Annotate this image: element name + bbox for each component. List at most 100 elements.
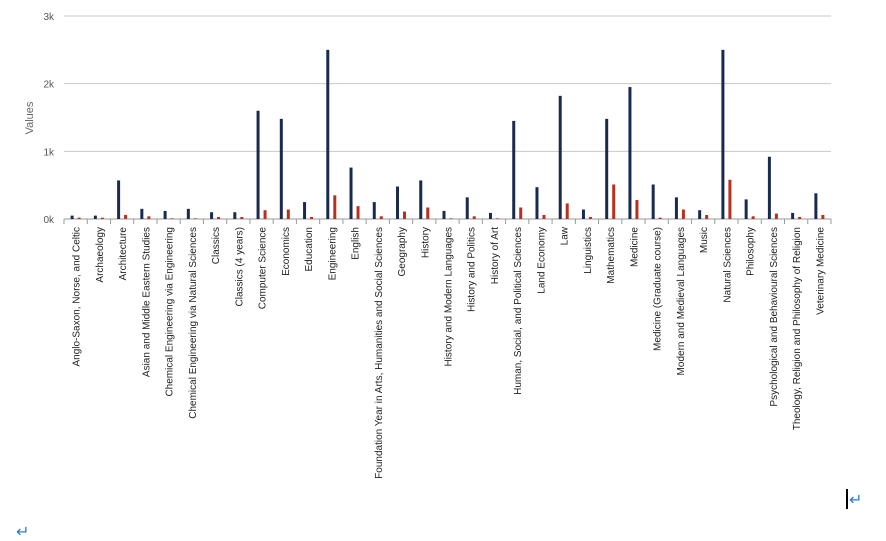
x-category-label: Human, Social, and Political Sciences xyxy=(513,227,524,395)
bar-series-1 xyxy=(651,184,655,219)
bar-series-2 xyxy=(170,218,174,219)
bar-series-2 xyxy=(310,216,314,219)
bar-series-1 xyxy=(605,118,609,219)
bar-series-2 xyxy=(193,218,197,219)
bar-series-1 xyxy=(372,202,376,219)
bar-series-1 xyxy=(70,215,74,219)
x-category-label: Archaeology xyxy=(95,227,106,283)
bars xyxy=(70,49,825,220)
bar-series-2 xyxy=(728,179,732,219)
bar-series-2 xyxy=(77,217,81,219)
bar-series-1 xyxy=(488,212,492,219)
bar-series-2 xyxy=(356,206,360,219)
bar-series-2 xyxy=(519,207,523,219)
bar-series-2 xyxy=(379,216,383,219)
bar-series-1 xyxy=(767,156,771,219)
x-category-label: Natural Sciences xyxy=(722,227,733,303)
bar-series-1 xyxy=(581,209,585,219)
x-category-label: Chemical Engineering via Natural Science… xyxy=(188,227,199,419)
x-category-label: History xyxy=(420,227,431,258)
y-tick-label: 2k xyxy=(43,80,55,91)
bar-series-2 xyxy=(217,216,221,219)
bar-series-1 xyxy=(419,180,423,219)
bar-series-2 xyxy=(565,203,569,219)
bar-series-1 xyxy=(814,193,818,219)
bar-series-1 xyxy=(163,210,167,219)
bar-series-2 xyxy=(403,211,407,219)
paragraph-mark-icon-left: ↵ xyxy=(16,522,30,541)
bar-series-2 xyxy=(286,209,290,219)
bar-series-2 xyxy=(612,184,616,219)
bar-series-2 xyxy=(588,216,592,219)
bar-series-2 xyxy=(798,216,802,219)
x-category-label: History and Politics xyxy=(467,227,478,312)
x-category-label: Classics xyxy=(211,227,222,264)
bar-series-1 xyxy=(349,167,353,219)
bar-series-2 xyxy=(124,214,128,219)
x-category-label: Theology, Religion and Philosophy of Rel… xyxy=(792,227,803,430)
x-category-label: Psychological and Behavioural Sciences xyxy=(769,227,780,407)
x-category-label: Anglo-Saxon, Norse, and Celtic xyxy=(72,227,83,367)
x-category-label: History of Art xyxy=(490,227,501,284)
bar-series-2 xyxy=(681,209,685,219)
x-category-label: Veterinary Medicine xyxy=(815,227,826,315)
bar-series-1 xyxy=(210,212,214,219)
bar-series-1 xyxy=(791,212,795,219)
bar-series-2 xyxy=(495,218,499,219)
x-category-label: Music xyxy=(699,227,710,253)
bar-series-1 xyxy=(256,110,260,219)
x-category-label: Chemical Engineering via Engineering xyxy=(165,227,176,397)
bar-series-2 xyxy=(821,214,825,219)
bar-series-1 xyxy=(721,49,725,220)
bar-series-2 xyxy=(263,210,267,219)
x-category-label: Philosophy xyxy=(746,227,757,276)
bar-series-2 xyxy=(147,216,151,219)
x-category-label: Economics xyxy=(281,227,292,276)
bar-series-2 xyxy=(774,213,778,219)
bar-series-1 xyxy=(117,180,121,219)
bar-series-1 xyxy=(140,208,144,219)
bar-series-2 xyxy=(542,214,546,219)
bar-series-1 xyxy=(558,95,562,219)
x-category-label: Architecture xyxy=(118,227,129,281)
y-tick-label: 1k xyxy=(43,147,55,158)
y-axis-tick-labels: 0k 1k 2k 3k xyxy=(43,12,55,226)
x-category-label: Land Economy xyxy=(536,227,547,294)
bar-series-1 xyxy=(628,87,632,219)
bar-series-2 xyxy=(751,216,755,219)
bar-series-2 xyxy=(658,217,662,219)
bar-series-1 xyxy=(186,208,190,219)
x-category-label: Asian and Middle Eastern Studies xyxy=(141,227,152,377)
bar-series-1 xyxy=(303,202,307,219)
bar-series-1 xyxy=(465,197,469,219)
bar-series-1 xyxy=(326,49,330,220)
y-tick-label: 3k xyxy=(43,12,55,23)
bar-series-2 xyxy=(449,218,453,219)
bar-series-1 xyxy=(279,118,283,219)
x-category-label: Classics (4 years) xyxy=(234,227,245,306)
bar-series-2 xyxy=(426,207,430,219)
bar-series-1 xyxy=(744,199,748,219)
x-category-label: Education xyxy=(304,227,315,271)
x-category-label: Computer Science xyxy=(258,227,269,310)
y-axis-title: Values xyxy=(24,101,36,134)
bar-series-1 xyxy=(442,210,446,219)
bar-series-1 xyxy=(535,187,539,219)
text-cursor xyxy=(846,489,848,509)
x-axis-ticks xyxy=(63,219,832,224)
x-category-label: Geography xyxy=(397,227,408,276)
bar-series-2 xyxy=(100,217,104,219)
paragraph-mark-icon-right: ↵ xyxy=(849,490,863,509)
bar-series-2 xyxy=(472,216,476,219)
bar-series-2 xyxy=(635,200,639,219)
x-category-label: Law xyxy=(560,226,571,245)
bar-series-1 xyxy=(396,186,400,219)
x-category-label: Linguistics xyxy=(583,227,594,274)
x-category-label: Mathematics xyxy=(606,227,617,284)
x-category-label: History and Modern Languages xyxy=(444,227,455,367)
bar-series-1 xyxy=(512,120,516,219)
bar-series-1 xyxy=(698,210,702,219)
x-category-label: Modern and Medieval Languages xyxy=(676,227,687,375)
gridlines xyxy=(64,15,831,220)
